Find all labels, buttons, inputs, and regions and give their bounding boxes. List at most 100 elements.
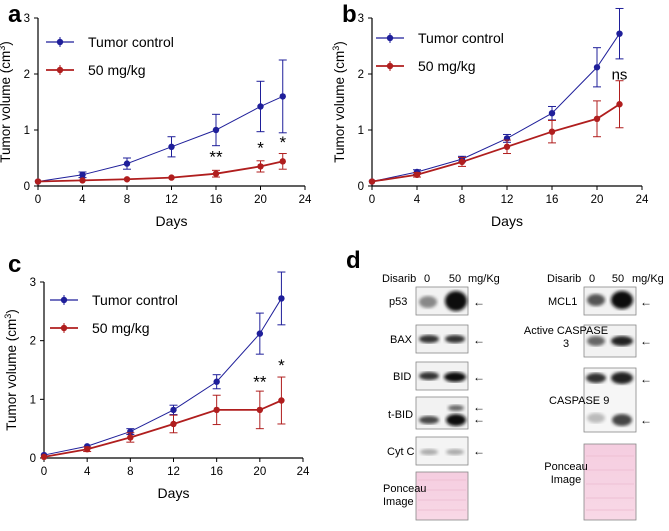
arrow-icon: ←	[473, 370, 485, 384]
y-tick-label: 3	[358, 13, 364, 25]
data-point	[256, 406, 264, 414]
x-tick-label: 0	[41, 466, 47, 478]
data-point	[34, 178, 42, 185]
right-unit: mg/Kg	[632, 273, 664, 285]
y-tick-label: 1	[358, 125, 364, 137]
y-axis-label-main: Tumor volume (cm	[4, 319, 19, 431]
blot-panel-d: d Disarib 0 50 mg/Kg p53 ← BAX ← BID ←	[346, 247, 664, 521]
arrow-icon: ←	[640, 372, 652, 386]
legend-marker	[386, 34, 394, 42]
left-drug-label: Disarib	[382, 273, 416, 285]
blot-label-p53: p53	[389, 296, 407, 308]
data-point	[503, 143, 511, 150]
y-tick-label: 2	[24, 69, 30, 81]
blot-p53: p53 ←	[389, 286, 485, 316]
x-tick-label: 4	[414, 194, 421, 206]
data-point	[413, 171, 421, 178]
blot-label-bid: BID	[393, 371, 411, 383]
data-point	[79, 177, 86, 184]
arrow-icon: ←	[473, 295, 485, 309]
data-point	[368, 178, 376, 185]
y-axis-label-sup: 3	[3, 314, 13, 319]
significance-label: **	[253, 373, 267, 392]
x-tick-label: 24	[299, 194, 312, 206]
legend-label: Tumor control	[88, 34, 174, 50]
data-point	[170, 420, 177, 428]
y-axis-label: Tumor volume (cm3)	[0, 41, 13, 163]
data-point	[257, 163, 264, 170]
blot-label-bax: BAX	[390, 334, 413, 346]
data-point	[548, 128, 556, 135]
y-axis-label: Tumor volume (cm3)	[3, 309, 19, 431]
legend-label: 50 mg/kg	[92, 320, 150, 336]
series-treated	[40, 376, 286, 461]
legend-entry-treated: 50 mg/kg	[50, 320, 150, 336]
data-point	[593, 115, 601, 123]
data-point	[127, 434, 134, 441]
blot-ponceau-right: Ponceau Image	[544, 443, 637, 521]
significance-label: *	[279, 133, 286, 152]
blot-cytc: Cyt C ←	[387, 436, 485, 466]
arrow-icon: ←	[473, 400, 485, 414]
x-axis-label: Days	[158, 485, 190, 501]
blot-caspase9: CASPASE 9 ← ←	[549, 367, 652, 433]
x-tick-label: 12	[167, 466, 180, 478]
y-axis-label-end: )	[0, 41, 13, 46]
legend-entry-control: Tumor control	[376, 30, 504, 46]
x-axis-label: Days	[156, 213, 188, 229]
blot-bid: BID ←	[393, 361, 485, 391]
y-tick-label: 3	[30, 277, 36, 289]
series-treated	[34, 153, 287, 185]
legend-label: Tumor control	[92, 292, 178, 308]
series-line	[371, 33, 620, 183]
y-tick-label: 0	[30, 453, 36, 465]
x-tick-label: 8	[124, 194, 130, 206]
arrow-icon: ←	[473, 333, 485, 347]
blot-label-ponceau-left: Ponceau Image	[383, 483, 426, 508]
series-treated	[368, 80, 624, 185]
significance-label: *	[278, 356, 285, 375]
data-point	[616, 30, 623, 37]
x-tick-label: 12	[165, 194, 178, 206]
legend-label: 50 mg/kg	[88, 62, 146, 78]
left-dose-50: 50	[449, 273, 461, 285]
x-tick-label: 4	[84, 466, 91, 478]
data-point	[40, 453, 48, 461]
arrow-icon: ←	[640, 295, 652, 309]
significance-label: *	[257, 139, 264, 158]
data-point	[257, 103, 264, 110]
legend-marker	[60, 296, 68, 304]
data-point	[212, 170, 220, 177]
blot-label-caspase9: CASPASE 9	[549, 395, 609, 407]
data-point	[593, 64, 601, 71]
significance-label: ns	[612, 67, 628, 84]
arrow-icon: ←	[640, 413, 652, 427]
data-point	[213, 378, 220, 385]
blot-label-tbid: t-BID	[388, 409, 413, 421]
legend-marker	[386, 62, 394, 70]
legend-marker	[56, 38, 64, 46]
y-tick-label: 2	[30, 336, 36, 348]
data-point	[83, 446, 91, 453]
x-tick-label: 16	[546, 194, 559, 206]
y-axis-label-sup: 3	[331, 46, 341, 51]
blot-label-caspase3: Active CASPASE 3	[524, 325, 608, 350]
x-tick-label: 0	[35, 194, 41, 206]
arrow-icon: ←	[473, 412, 485, 426]
y-tick-label: 0	[358, 181, 364, 193]
data-point	[123, 176, 131, 183]
blot-bax: BAX ←	[390, 324, 485, 354]
y-axis-label-main: Tumor volume (cm	[332, 51, 347, 163]
data-point	[123, 160, 131, 167]
x-tick-label: 16	[210, 466, 223, 478]
blot-caspase3: Active CASPASE 3 ←	[524, 324, 652, 358]
arrow-icon: ←	[640, 334, 652, 348]
y-tick-label: 3	[24, 13, 30, 25]
blot-label-cytc: Cyt C	[387, 446, 415, 458]
blot-mcl1: MCL1 ←	[548, 286, 652, 316]
y-axis-label-end: )	[332, 41, 347, 46]
x-tick-label: 20	[591, 194, 604, 206]
